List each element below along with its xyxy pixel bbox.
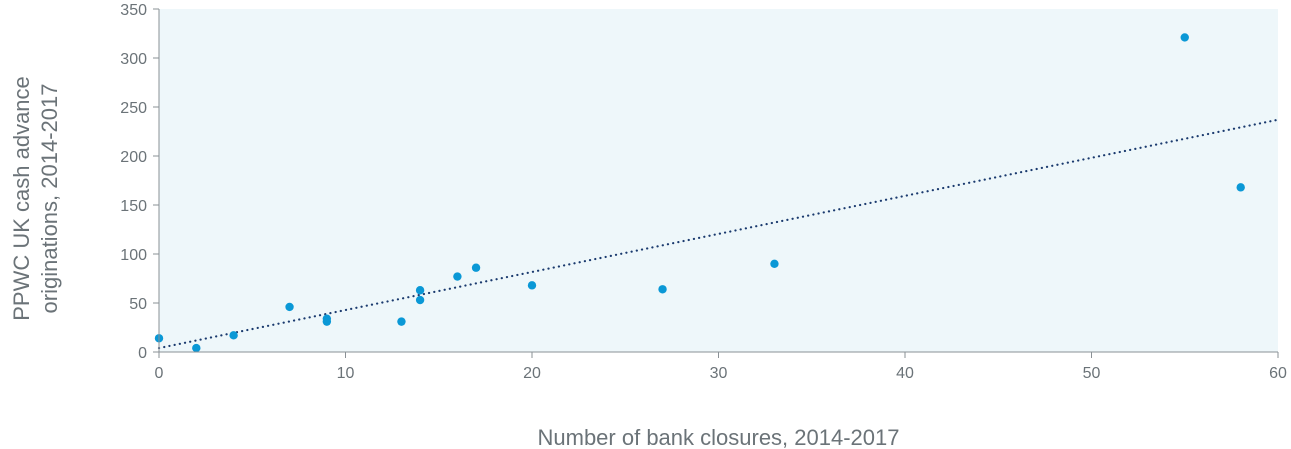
tick-labels: 0 10 20 30 40 50 60 0 50 100 150 200 250 300 350: [120, 2, 1287, 382]
data-point: [1180, 33, 1189, 42]
x-tick-label: 40: [896, 365, 914, 382]
x-tick-label: 50: [1083, 365, 1101, 382]
data-point: [1236, 183, 1245, 192]
x-axis-title: Number of bank closures, 2014-2017: [538, 425, 900, 449]
y-axis-title-line-1: PPWC UK cash advance: [9, 76, 34, 321]
data-point: [453, 272, 462, 281]
y-tick-label: 200: [120, 149, 147, 166]
x-tick-label: 10: [337, 365, 355, 382]
data-point: [285, 302, 294, 312]
y-tick-label: 300: [120, 51, 147, 68]
axes: [153, 8, 1279, 358]
x-tick-label: 30: [710, 365, 728, 382]
data-point: [229, 331, 238, 340]
data-point: [527, 281, 537, 290]
y-tick-label: 150: [120, 198, 147, 215]
x-tick-label: 20: [523, 365, 541, 382]
data-points: [154, 33, 1245, 353]
x-tick-label: 60: [1269, 365, 1287, 382]
y-tick-label: 250: [120, 100, 147, 117]
trendline: [157, 118, 1280, 350]
y-tick-label: 0: [138, 345, 147, 362]
data-point: [322, 317, 332, 326]
data-point: [397, 317, 406, 326]
y-tick-label: 50: [129, 296, 147, 313]
data-point: [415, 286, 425, 295]
data-point: [658, 285, 667, 294]
trendline-layer: [157, 118, 1280, 350]
data-point: [192, 343, 201, 353]
y-tick-label: 100: [120, 247, 147, 264]
data-point: [415, 295, 425, 305]
plot-area: [159, 9, 1278, 352]
y-tick-label: 350: [120, 2, 147, 19]
y-axis-title-line-2: originations, 2014-2017: [37, 84, 62, 314]
data-point: [471, 263, 481, 272]
x-tick-label: 0: [155, 365, 164, 382]
data-point: [770, 259, 779, 268]
